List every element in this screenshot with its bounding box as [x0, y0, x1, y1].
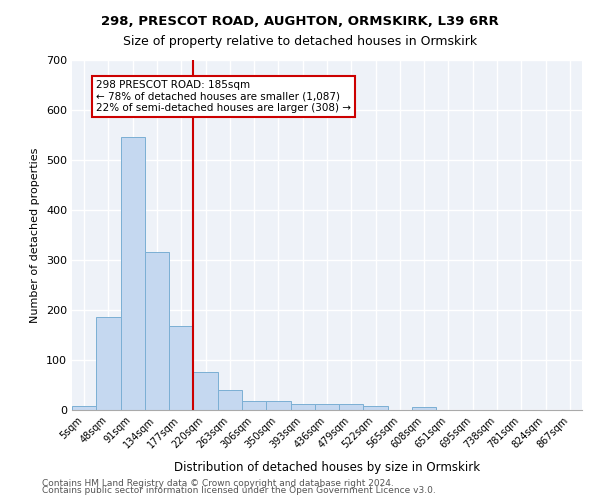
X-axis label: Distribution of detached houses by size in Ormskirk: Distribution of detached houses by size … [174, 461, 480, 474]
Bar [218, 390, 242, 410]
Bar [193, 372, 218, 410]
Bar [72, 406, 96, 410]
Bar [339, 404, 364, 410]
Text: 298 PRESCOT ROAD: 185sqm
← 78% of detached houses are smaller (1,087)
22% of sem: 298 PRESCOT ROAD: 185sqm ← 78% of detach… [96, 80, 351, 113]
Text: 298, PRESCOT ROAD, AUGHTON, ORMSKIRK, L39 6RR: 298, PRESCOT ROAD, AUGHTON, ORMSKIRK, L3… [101, 15, 499, 28]
Y-axis label: Number of detached properties: Number of detached properties [31, 148, 40, 322]
Bar [412, 407, 436, 410]
Text: Size of property relative to detached houses in Ormskirk: Size of property relative to detached ho… [123, 35, 477, 48]
Bar [315, 404, 339, 410]
Bar [96, 317, 121, 410]
Bar [242, 401, 266, 410]
Bar [364, 406, 388, 410]
Bar [290, 404, 315, 410]
Bar [169, 326, 193, 410]
Text: Contains HM Land Registry data © Crown copyright and database right 2024.: Contains HM Land Registry data © Crown c… [42, 478, 394, 488]
Text: Contains public sector information licensed under the Open Government Licence v3: Contains public sector information licen… [42, 486, 436, 495]
Bar [266, 401, 290, 410]
Bar [121, 137, 145, 410]
Bar [145, 252, 169, 410]
